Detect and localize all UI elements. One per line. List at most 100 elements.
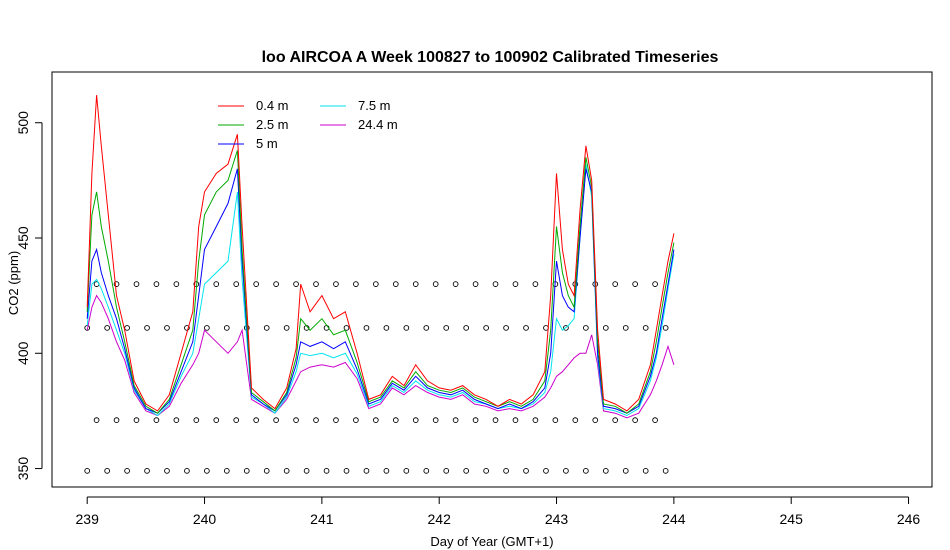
marker-point [452, 417, 459, 423]
legend-label: 24.4 m [358, 117, 398, 132]
marker-point [552, 417, 559, 423]
y-tick-label: 400 [15, 341, 31, 365]
marker-point [432, 281, 439, 287]
marker-point [363, 325, 370, 331]
x-tick-label: 246 [897, 511, 921, 527]
marker-point [273, 417, 279, 423]
marker-point [463, 468, 470, 474]
marker-point [223, 325, 230, 331]
x-tick-label: 243 [545, 511, 569, 527]
marker-point [423, 325, 430, 331]
marker-point [642, 325, 649, 331]
marker-point [164, 468, 170, 474]
marker-point [253, 417, 260, 423]
x-tick-label: 244 [662, 511, 686, 527]
x-tick-label: 242 [428, 511, 452, 527]
marker-point [583, 325, 589, 331]
marker-point [483, 468, 489, 474]
marker-point [153, 281, 160, 287]
marker-point [363, 468, 370, 474]
marker-point [233, 417, 240, 423]
series-line-5-m [86, 168, 675, 414]
marker-point [133, 417, 140, 423]
marker-point [443, 325, 450, 331]
marker-point [383, 325, 390, 331]
marker-point [184, 325, 190, 331]
y-tick-label: 350 [15, 457, 31, 481]
marker-point [423, 468, 430, 474]
marker-point [293, 417, 299, 423]
marker-point [622, 468, 629, 474]
marker-point [472, 281, 479, 287]
marker-point [403, 325, 410, 331]
marker-point [273, 281, 279, 287]
marker-point [153, 417, 160, 423]
marker-point [463, 325, 470, 331]
marker-point [563, 468, 569, 474]
x-tick-label: 240 [193, 511, 217, 527]
marker-point [104, 468, 110, 474]
chart-title: loo AIRCOA A Week 100827 to 100902 Calib… [262, 49, 719, 66]
marker-point [93, 417, 100, 423]
marker-point [503, 468, 509, 474]
marker-point [372, 417, 379, 423]
y-tick-label: 450 [15, 226, 31, 250]
marker-point [483, 325, 489, 331]
marker-point [572, 417, 579, 423]
marker-point [133, 281, 140, 287]
marker-point [602, 325, 609, 331]
marker-point [652, 281, 658, 287]
marker-point [124, 468, 130, 474]
marker-point [303, 468, 310, 474]
marker-point [662, 468, 669, 474]
legend-label: 0.4 m [256, 98, 289, 113]
marker-point [592, 417, 599, 423]
series-line-7-5-m [86, 164, 675, 417]
marker-point [632, 417, 638, 423]
marker-point [223, 468, 230, 474]
marker-point [333, 417, 339, 423]
plot-frame [51, 71, 933, 488]
marker-point [173, 281, 180, 287]
x-axis-label: Day of Year (GMT+1) [430, 534, 553, 549]
marker-point [243, 468, 250, 474]
x-tick-label: 245 [780, 511, 804, 527]
marker-point [622, 325, 629, 331]
y-axis-label: CO2 (ppm) [6, 251, 21, 315]
marker-point [392, 417, 399, 423]
marker-point [213, 417, 220, 423]
marker-point [532, 417, 539, 423]
marker-point [472, 417, 479, 423]
marker-point [383, 468, 390, 474]
marker-point [144, 468, 150, 474]
marker-point [323, 468, 330, 474]
marker-point [293, 281, 299, 287]
marker-point [492, 417, 499, 423]
marker-point [104, 325, 110, 331]
marker-point [84, 468, 91, 474]
marker-point [164, 325, 170, 331]
marker-point [343, 325, 350, 331]
legend-label: 5 m [256, 136, 278, 151]
marker-point [543, 468, 549, 474]
marker-point [173, 417, 180, 423]
marker-point [642, 468, 649, 474]
marker-point [432, 417, 439, 423]
series-line-24-4-m [86, 294, 675, 419]
marker-point [612, 281, 619, 287]
marker-point [612, 417, 619, 423]
marker-point [583, 468, 589, 474]
marker-point [412, 417, 419, 423]
marker-point [602, 468, 609, 474]
series-line-0-4-m [86, 95, 675, 412]
marker-point [113, 417, 120, 423]
marker-point [512, 417, 519, 423]
marker-point [492, 281, 499, 287]
marker-point [443, 468, 450, 474]
marker-point [184, 468, 190, 474]
x-tick-label: 241 [310, 511, 334, 527]
marker-point [512, 281, 519, 287]
marker-point [144, 325, 150, 331]
marker-point [263, 468, 270, 474]
